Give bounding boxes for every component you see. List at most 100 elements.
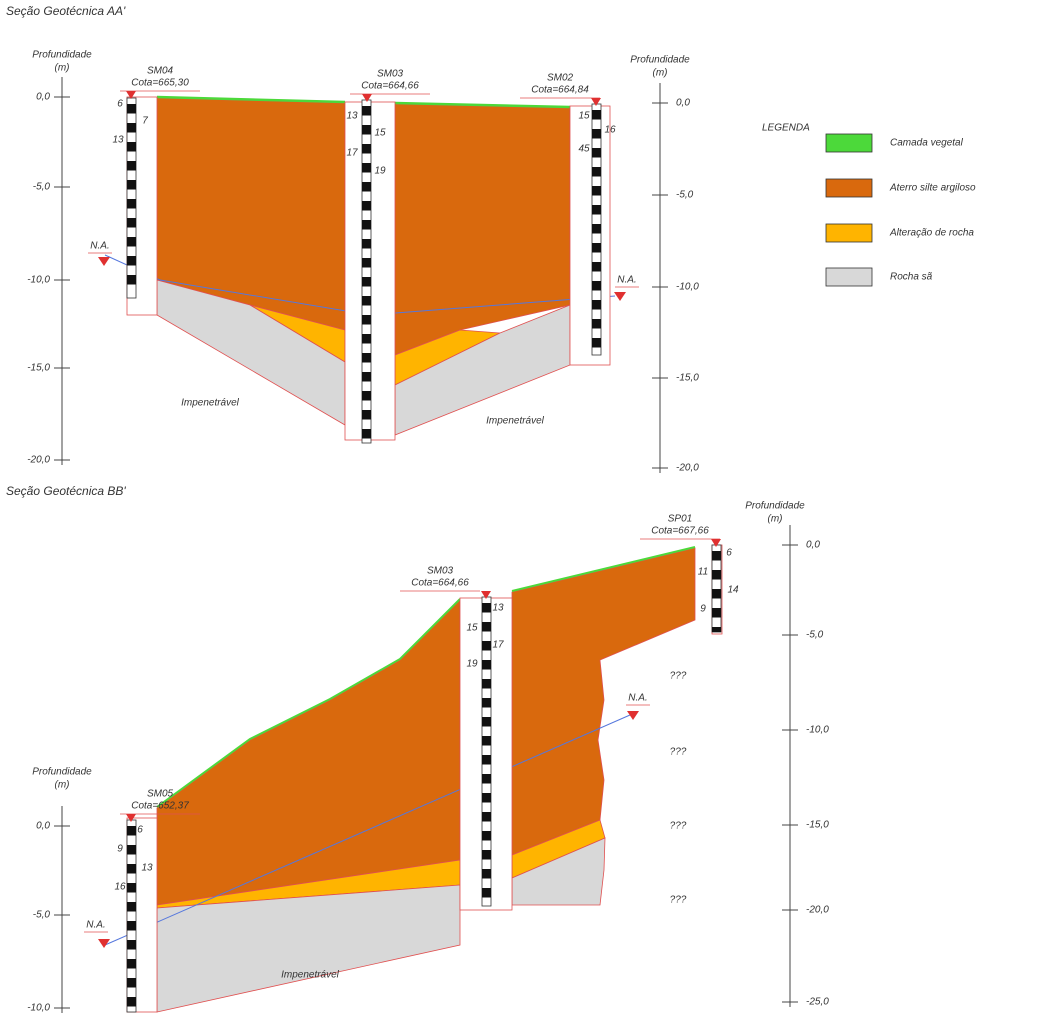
spt-value: 11 <box>698 567 708 578</box>
borehole-segment <box>592 243 601 253</box>
borehole-segment <box>127 902 136 912</box>
depth-tick-label: -5,0 <box>676 190 694 201</box>
unknown-note: ??? <box>670 747 687 758</box>
note: Impenetrável <box>281 970 340 981</box>
borehole-segment <box>362 220 371 230</box>
water-level-marker <box>98 257 110 266</box>
borehole-name: SM04 <box>147 66 174 77</box>
depth-tick-label: 0,0 <box>676 98 690 109</box>
borehole-segment <box>482 622 491 632</box>
borehole-segment <box>592 148 601 158</box>
borehole-segment <box>362 372 371 382</box>
borehole-segment <box>362 334 371 344</box>
borehole-segment <box>592 110 601 120</box>
depth-axis-title: Profundidade <box>745 501 805 512</box>
borehole-segment <box>482 755 491 765</box>
borehole-segment <box>482 774 491 784</box>
borehole-segment <box>592 319 601 329</box>
spt-value: 6 <box>117 99 123 110</box>
borehole-segment <box>127 275 136 285</box>
spt-value: 9 <box>700 604 706 615</box>
depth-tick-label: -25,0 <box>806 997 829 1008</box>
borehole-segment <box>362 163 371 173</box>
water-level-label: N.A. <box>86 920 105 931</box>
borehole-elevation: Cota=664,66 <box>361 81 419 92</box>
borehole-segment <box>127 826 136 836</box>
spt-value: 13 <box>346 111 358 122</box>
borehole-segment <box>127 237 136 247</box>
borehole-segment <box>482 679 491 689</box>
borehole-segment <box>592 224 601 234</box>
depth-tick-label: -15,0 <box>806 820 829 831</box>
depth-tick-label: -20,0 <box>806 905 829 916</box>
borehole-segment <box>482 850 491 860</box>
note: Impenetrável <box>486 416 545 427</box>
borehole-segment <box>362 391 371 401</box>
legend-swatch <box>826 134 872 152</box>
spt-value: 17 <box>492 640 504 651</box>
borehole-segment <box>482 793 491 803</box>
spt-value: 15 <box>374 128 386 139</box>
borehole-elevation: Cota=665,30 <box>131 78 189 89</box>
borehole-segment <box>127 921 136 931</box>
depth-tick-label: -5,0 <box>806 630 824 641</box>
borehole-elevation: Cota=664,66 <box>411 578 469 589</box>
legend-label: Aterro silte argiloso <box>889 183 976 194</box>
borehole-segment <box>362 144 371 154</box>
spt-value: 16 <box>114 882 126 893</box>
borehole-segment <box>127 940 136 950</box>
depth-tick-label: 0,0 <box>36 92 50 103</box>
legend-swatch <box>826 268 872 286</box>
spt-value: 15 <box>578 111 590 122</box>
depth-axis-title: (m) <box>653 68 668 79</box>
borehole-segment <box>482 660 491 670</box>
legend-title: LEGENDA <box>762 123 810 134</box>
spt-value: 14 <box>727 585 739 596</box>
depth-tick-label: 0,0 <box>806 540 820 551</box>
spt-value: 6 <box>726 548 732 559</box>
depth-tick-label: 0,0 <box>36 821 50 832</box>
borehole-elevation: Cota=652,37 <box>131 801 189 812</box>
borehole-segment <box>592 205 601 215</box>
spt-value: 16 <box>604 125 616 136</box>
borehole-segment <box>362 353 371 363</box>
borehole-segment <box>712 627 721 632</box>
spt-value: 15 <box>466 623 478 634</box>
borehole-name: SM03 <box>377 69 404 80</box>
borehole-segment <box>362 315 371 325</box>
depth-tick-label: -10,0 <box>676 282 699 293</box>
borehole-segment <box>482 698 491 708</box>
depth-axis-title: (m) <box>768 514 783 525</box>
depth-tick-label: -15,0 <box>676 373 699 384</box>
depth-tick-label: -15,0 <box>27 363 50 374</box>
spt-value: 17 <box>346 148 358 159</box>
borehole-name: SP01 <box>668 514 692 525</box>
borehole-segment <box>362 201 371 211</box>
borehole-segment <box>712 608 721 618</box>
borehole-segment <box>127 142 136 152</box>
borehole-segment <box>482 888 491 898</box>
borehole-elevation: Cota=664,84 <box>531 85 589 96</box>
depth-tick-label: -20,0 <box>27 455 50 466</box>
depth-axis-title: (m) <box>55 63 70 74</box>
borehole-name: SM02 <box>547 73 574 84</box>
legend-swatch <box>826 224 872 242</box>
depth-tick-label: -5,0 <box>33 182 51 193</box>
borehole-segment <box>127 199 136 209</box>
borehole-segment <box>592 186 601 196</box>
borehole-segment <box>362 106 371 116</box>
borehole-segment <box>712 551 721 561</box>
spt-value: 13 <box>141 863 153 874</box>
spt-value: 19 <box>374 166 386 177</box>
depth-axis-title: Profundidade <box>32 50 92 61</box>
borehole-segment <box>127 218 136 228</box>
depth-axis-title: Profundidade <box>630 55 690 66</box>
unknown-note: ??? <box>670 671 687 682</box>
depth-axis-title: (m) <box>55 780 70 791</box>
borehole-segment <box>712 589 721 599</box>
borehole-segment <box>592 338 601 348</box>
spt-value: 13 <box>492 603 504 614</box>
legend-label: Rocha sã <box>890 272 933 283</box>
spt-value: 7 <box>142 116 148 127</box>
depth-tick-label: -10,0 <box>806 725 829 736</box>
